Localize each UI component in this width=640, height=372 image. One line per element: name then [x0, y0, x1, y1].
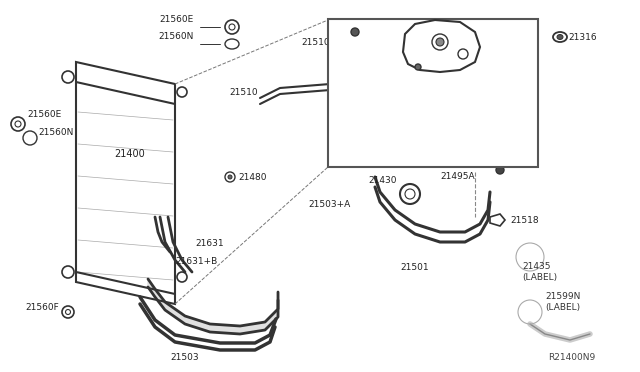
Bar	[328, 19, 538, 167]
Circle shape	[351, 28, 359, 36]
Text: 21430E: 21430E	[420, 54, 454, 62]
Text: 21560N: 21560N	[159, 32, 194, 41]
Polygon shape	[265, 309, 278, 330]
Text: 21480: 21480	[238, 173, 266, 182]
Polygon shape	[148, 279, 155, 297]
Polygon shape	[155, 289, 165, 310]
Ellipse shape	[557, 35, 563, 39]
Text: 21560F: 21560F	[25, 304, 59, 312]
Text: 21560N: 21560N	[38, 128, 74, 137]
Text: 21430F: 21430F	[340, 19, 374, 28]
Text: 21560E: 21560E	[160, 15, 194, 23]
Text: 21503: 21503	[171, 353, 199, 362]
Text: 21631: 21631	[195, 240, 223, 248]
Text: 21316: 21316	[568, 32, 596, 42]
Text: 21631+B: 21631+B	[175, 257, 217, 266]
Polygon shape	[240, 322, 265, 334]
Circle shape	[436, 38, 444, 46]
Text: 21515: 21515	[348, 58, 376, 67]
Text: 21501: 21501	[400, 263, 429, 272]
Polygon shape	[165, 302, 185, 324]
Text: 21400: 21400	[115, 149, 145, 159]
Circle shape	[228, 175, 232, 179]
Circle shape	[496, 166, 504, 174]
Text: 21510: 21510	[301, 38, 330, 46]
Text: 21503+A: 21503+A	[308, 199, 350, 208]
Text: 21599N
(LABEL): 21599N (LABEL)	[545, 292, 580, 312]
Text: 21510: 21510	[229, 87, 258, 96]
Text: 21435
(LABEL): 21435 (LABEL)	[522, 262, 557, 282]
Text: 21430: 21430	[369, 176, 397, 185]
Text: 21518: 21518	[510, 215, 539, 224]
Text: R21400N9: R21400N9	[548, 353, 595, 362]
Text: 21495A: 21495A	[440, 171, 475, 180]
Circle shape	[415, 64, 421, 70]
Polygon shape	[210, 324, 240, 334]
Text: 21560E: 21560E	[27, 109, 61, 119]
Polygon shape	[185, 316, 210, 332]
